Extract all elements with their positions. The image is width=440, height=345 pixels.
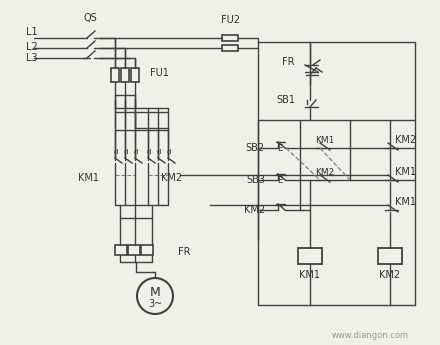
Bar bbox=[128, 245, 140, 255]
Bar bbox=[111, 68, 119, 82]
Text: d: d bbox=[167, 149, 171, 155]
Text: 3~: 3~ bbox=[148, 299, 162, 309]
Text: FR: FR bbox=[178, 247, 191, 257]
Text: L1: L1 bbox=[26, 27, 38, 37]
Text: KM1: KM1 bbox=[300, 270, 320, 280]
Bar bbox=[131, 68, 139, 82]
Text: M: M bbox=[150, 286, 160, 299]
Text: d: d bbox=[147, 149, 151, 155]
Text: d: d bbox=[124, 149, 128, 155]
Text: KM1: KM1 bbox=[395, 197, 416, 207]
Text: d: d bbox=[157, 149, 161, 155]
Bar bbox=[141, 245, 153, 255]
Text: SB3: SB3 bbox=[246, 175, 265, 185]
Bar bbox=[115, 245, 127, 255]
Text: d: d bbox=[134, 149, 138, 155]
Text: SB2: SB2 bbox=[246, 143, 265, 153]
Bar bbox=[121, 68, 129, 82]
Text: FU2: FU2 bbox=[220, 15, 239, 25]
Text: KM2: KM2 bbox=[395, 135, 416, 145]
Text: KM2: KM2 bbox=[244, 205, 265, 215]
Text: E: E bbox=[277, 144, 282, 152]
Text: KM1: KM1 bbox=[395, 167, 416, 177]
Bar bbox=[222, 45, 238, 51]
Text: FU1: FU1 bbox=[150, 68, 169, 78]
Bar bbox=[222, 35, 238, 41]
Text: E: E bbox=[277, 176, 282, 185]
Text: KM1: KM1 bbox=[77, 173, 99, 183]
Text: KM1: KM1 bbox=[315, 136, 335, 145]
Text: L3: L3 bbox=[26, 53, 38, 63]
Text: www.diangon.com: www.diangon.com bbox=[331, 331, 409, 339]
Text: d: d bbox=[114, 149, 118, 155]
Text: L2: L2 bbox=[26, 42, 38, 52]
Bar bbox=[298, 248, 322, 264]
Text: KM2: KM2 bbox=[315, 168, 335, 177]
Text: SB1: SB1 bbox=[276, 95, 295, 105]
Text: KM2: KM2 bbox=[161, 173, 183, 183]
Text: FR: FR bbox=[282, 57, 295, 67]
Text: QS: QS bbox=[83, 13, 97, 23]
Text: KM2: KM2 bbox=[379, 270, 400, 280]
Bar bbox=[378, 248, 402, 264]
